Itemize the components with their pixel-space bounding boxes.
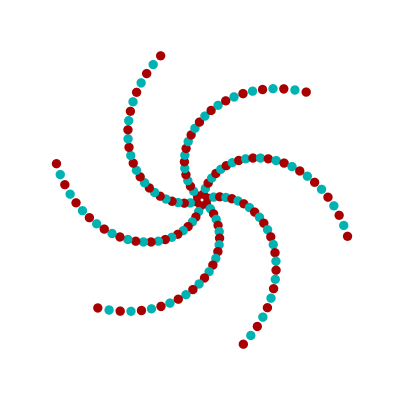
spiral-dot (287, 161, 297, 172)
spiral-dot (262, 302, 273, 313)
spiral-dot (65, 189, 75, 199)
spiral-dot (99, 224, 109, 234)
spiral-dot (323, 192, 333, 202)
spiral-dot (270, 274, 280, 285)
spiral-dot (155, 51, 166, 61)
spiral-dot (266, 232, 276, 242)
spiral-dot (126, 306, 136, 316)
spiral-dot (131, 236, 141, 246)
spiral-dot (115, 306, 125, 316)
spiral-dot (128, 158, 138, 168)
spiral-dot (136, 305, 147, 316)
spiral-dot (309, 177, 320, 188)
spiral-dot (262, 224, 273, 235)
spiral-dot (188, 284, 198, 295)
spiral-dot (123, 125, 133, 135)
spiral-dot (255, 153, 266, 163)
spiral-dot (268, 284, 279, 294)
spiral-dot (148, 59, 158, 70)
spiral-dot (342, 231, 353, 241)
spiral-dot (248, 153, 258, 163)
spiral-dot (263, 154, 273, 164)
spiral-dot (199, 273, 210, 283)
spiral-dot (301, 87, 311, 97)
spiral-dot (213, 100, 223, 111)
spiral-dot (128, 97, 138, 107)
spiral-dot (131, 87, 142, 98)
spiral-dot (107, 228, 117, 239)
spiral-dot (91, 219, 102, 229)
spiral-dot (214, 233, 225, 243)
spiral-dot (153, 236, 164, 246)
spiral-dot (125, 106, 136, 117)
spiral-dot (71, 198, 81, 208)
spiral-dot (271, 256, 281, 266)
spiral-dot (124, 115, 134, 126)
spiral-dot (258, 312, 268, 322)
spiral-dot (268, 239, 278, 250)
spiral-dot (206, 105, 216, 116)
spiral-dot (179, 157, 190, 167)
spiral-dot (266, 293, 276, 303)
spiral-dot (146, 237, 156, 247)
spiral-dot (60, 180, 70, 190)
spiral-dot (334, 210, 344, 220)
spiral-dot (123, 234, 133, 245)
spiral-dot (165, 298, 175, 308)
spiral-dot (156, 301, 166, 312)
spiral-dot (115, 232, 125, 242)
spiral-dot (302, 171, 313, 181)
spiral-dot (290, 85, 300, 95)
spiral-dot (93, 303, 103, 313)
spiral-dot (194, 279, 204, 289)
spiral-dot (316, 184, 327, 195)
spiral-dot (84, 212, 95, 223)
spiral-dot (146, 304, 157, 314)
spiral-dot (126, 150, 136, 161)
spiral-dot (247, 86, 258, 96)
spiral-dot (123, 134, 133, 144)
spiral-dot (270, 247, 280, 258)
spiral-dot (221, 96, 231, 106)
spiral-dot (194, 117, 205, 127)
spiral-dot (238, 88, 248, 99)
spiral-dot (136, 78, 146, 88)
spiral-dot (257, 84, 268, 95)
spiral-dot (173, 294, 183, 304)
spiral-dot (229, 92, 239, 102)
spiral-dot (252, 321, 263, 332)
spiral-dot (104, 305, 114, 315)
spiral-dot (271, 155, 281, 166)
spiral-dot (55, 169, 65, 180)
spiral-dot (124, 142, 134, 153)
spiral-dot (339, 220, 349, 231)
spiral-dot (77, 205, 88, 216)
spiral-dot (240, 154, 251, 164)
spiral-dot (246, 330, 256, 341)
spiral-dot (295, 166, 305, 176)
spiral-dot (329, 201, 339, 211)
spiral-dot (271, 265, 281, 275)
spiral-dot (200, 111, 210, 121)
spiral-dot (181, 289, 191, 300)
spiral-dot (238, 339, 249, 349)
spiral-dot (268, 84, 278, 94)
spiral-dot (131, 165, 142, 176)
spiral-dot (51, 159, 62, 169)
spiral-dot (279, 84, 289, 94)
spiral-dot (138, 237, 149, 247)
spiral-dot (141, 68, 152, 79)
spiral-dot (279, 158, 289, 168)
